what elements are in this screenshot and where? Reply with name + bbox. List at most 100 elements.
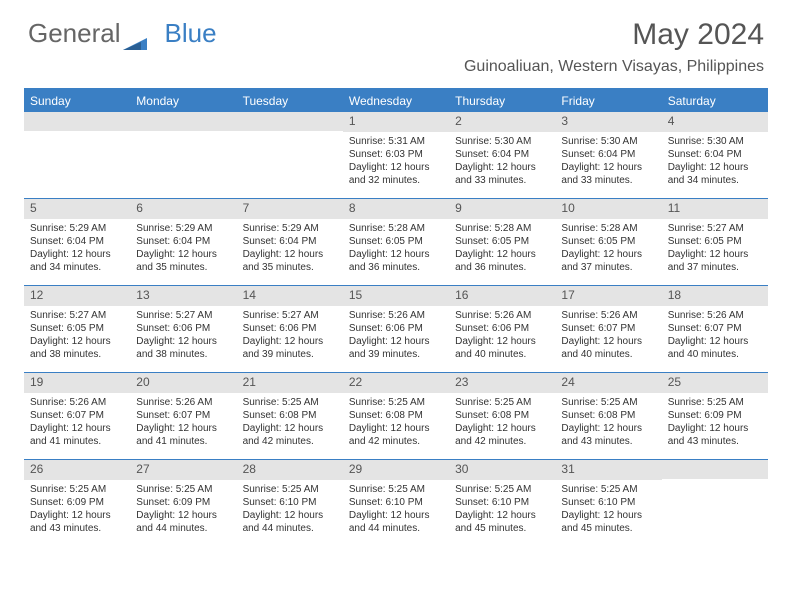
sunset-text: Sunset: 6:04 PM <box>136 235 230 248</box>
sunset-text: Sunset: 6:09 PM <box>30 496 124 509</box>
sunset-text: Sunset: 6:04 PM <box>668 148 762 161</box>
day-content: Sunrise: 5:26 AMSunset: 6:07 PMDaylight:… <box>555 306 661 364</box>
sunset-text: Sunset: 6:08 PM <box>243 409 337 422</box>
day-cell: 16Sunrise: 5:26 AMSunset: 6:06 PMDayligh… <box>449 286 555 372</box>
day-content: Sunrise: 5:25 AMSunset: 6:10 PMDaylight:… <box>555 480 661 538</box>
day-cell: 28Sunrise: 5:25 AMSunset: 6:10 PMDayligh… <box>237 460 343 546</box>
day-content: Sunrise: 5:30 AMSunset: 6:04 PMDaylight:… <box>662 132 768 190</box>
day-cell: 5Sunrise: 5:29 AMSunset: 6:04 PMDaylight… <box>24 199 130 285</box>
daylight-text: Daylight: 12 hours and 44 minutes. <box>349 509 443 535</box>
day-cell: 31Sunrise: 5:25 AMSunset: 6:10 PMDayligh… <box>555 460 661 546</box>
day-content: Sunrise: 5:29 AMSunset: 6:04 PMDaylight:… <box>24 219 130 277</box>
sunset-text: Sunset: 6:08 PM <box>455 409 549 422</box>
sunset-text: Sunset: 6:05 PM <box>561 235 655 248</box>
sunset-text: Sunset: 6:05 PM <box>30 322 124 335</box>
daylight-text: Daylight: 12 hours and 36 minutes. <box>349 248 443 274</box>
day-content: Sunrise: 5:25 AMSunset: 6:08 PMDaylight:… <box>343 393 449 451</box>
sunrise-text: Sunrise: 5:25 AM <box>455 483 549 496</box>
daylight-text: Daylight: 12 hours and 43 minutes. <box>561 422 655 448</box>
sunset-text: Sunset: 6:10 PM <box>243 496 337 509</box>
day-cell <box>237 112 343 198</box>
day-number: 19 <box>24 373 130 393</box>
sunrise-text: Sunrise: 5:29 AM <box>136 222 230 235</box>
empty-day-number <box>662 460 768 479</box>
daylight-text: Daylight: 12 hours and 42 minutes. <box>349 422 443 448</box>
day-cell: 27 Sunrise: 5:25 AMSunset: 6:09 PMDayligh… <box>130 460 236 546</box>
day-number: 12 <box>24 286 130 306</box>
day-number: 11 <box>662 199 768 219</box>
day-content: Sunrise: 5:28 AMSunset: 6:05 PMDaylight:… <box>555 219 661 277</box>
sunset-text: Sunset: 6:10 PM <box>455 496 549 509</box>
sunset-text: Sunset: 6:04 PM <box>561 148 655 161</box>
sunrise-text: Sunrise: 5:26 AM <box>561 309 655 322</box>
sunset-text: Sunset: 6:10 PM <box>349 496 443 509</box>
day-content: Sunrise: 5:25 AMSunset: 6:09 PMDaylight:… <box>662 393 768 451</box>
month-title: May 2024 <box>464 18 764 52</box>
day-cell <box>130 112 236 198</box>
day-content: Sunrise: 5:31 AMSunset: 6:03 PMDaylight:… <box>343 132 449 190</box>
sunset-text: Sunset: 6:06 PM <box>243 322 337 335</box>
daylight-text: Daylight: 12 hours and 36 minutes. <box>455 248 549 274</box>
sunrise-text: Sunrise: 5:26 AM <box>30 396 124 409</box>
sunrise-text: Sunrise: 5:29 AM <box>243 222 337 235</box>
sunrise-text: Sunrise: 5:27 AM <box>243 309 337 322</box>
day-content: Sunrise: 5:29 AMSunset: 6:04 PMDaylight:… <box>130 219 236 277</box>
daylight-text: Daylight: 12 hours and 41 minutes. <box>136 422 230 448</box>
day-cell: 20Sunrise: 5:26 AMSunset: 6:07 PMDayligh… <box>130 373 236 459</box>
day-content: Sunrise: 5:28 AMSunset: 6:05 PMDaylight:… <box>449 219 555 277</box>
daylight-text: Daylight: 12 hours and 44 minutes. <box>136 509 230 535</box>
day-number: 27 <box>130 460 236 480</box>
day-number: 22 <box>343 373 449 393</box>
day-content: Sunrise: 5:25 AMSunset: 6:09 PMDaylight:… <box>24 480 130 538</box>
daylight-text: Daylight: 12 hours and 35 minutes. <box>136 248 230 274</box>
day-number: 4 <box>662 112 768 132</box>
daylight-text: Daylight: 12 hours and 45 minutes. <box>455 509 549 535</box>
sunrise-text: Sunrise: 5:25 AM <box>243 396 337 409</box>
sunset-text: Sunset: 6:07 PM <box>30 409 124 422</box>
sunrise-text: Sunrise: 5:30 AM <box>455 135 549 148</box>
weekday-header: Thursday <box>449 90 555 112</box>
day-cell: 17Sunrise: 5:26 AMSunset: 6:07 PMDayligh… <box>555 286 661 372</box>
day-number: 14 <box>237 286 343 306</box>
sunset-text: Sunset: 6:04 PM <box>455 148 549 161</box>
day-content: Sunrise: 5:25 AMSunset: 6:10 PMDaylight:… <box>343 480 449 538</box>
day-cell: 8Sunrise: 5:28 AMSunset: 6:05 PMDaylight… <box>343 199 449 285</box>
sunrise-text: Sunrise: 5:25 AM <box>30 483 124 496</box>
day-number: 20 <box>130 373 236 393</box>
day-cell: 4Sunrise: 5:30 AMSunset: 6:04 PMDaylight… <box>662 112 768 198</box>
day-cell: 6Sunrise: 5:29 AMSunset: 6:04 PMDaylight… <box>130 199 236 285</box>
sunset-text: Sunset: 6:09 PM <box>136 496 230 509</box>
day-content: Sunrise: 5:27 AMSunset: 6:05 PMDaylight:… <box>662 219 768 277</box>
day-cell: 19Sunrise: 5:26 AMSunset: 6:07 PMDayligh… <box>24 373 130 459</box>
sunrise-text: Sunrise: 5:26 AM <box>455 309 549 322</box>
calendar: SundayMondayTuesdayWednesdayThursdayFrid… <box>24 88 768 546</box>
week-row: 5Sunrise: 5:29 AMSunset: 6:04 PMDaylight… <box>24 198 768 285</box>
day-content: Sunrise: 5:25 AMSunset: 6:08 PMDaylight:… <box>555 393 661 451</box>
day-number: 2 <box>449 112 555 132</box>
sunrise-text: Sunrise: 5:28 AM <box>455 222 549 235</box>
sunset-text: Sunset: 6:07 PM <box>668 322 762 335</box>
weekday-header: Wednesday <box>343 90 449 112</box>
day-content: Sunrise: 5:25 AMSunset: 6:10 PMDaylight:… <box>449 480 555 538</box>
daylight-text: Daylight: 12 hours and 39 minutes. <box>243 335 337 361</box>
sunset-text: Sunset: 6:06 PM <box>136 322 230 335</box>
sunrise-text: Sunrise: 5:30 AM <box>668 135 762 148</box>
weekday-header: Tuesday <box>237 90 343 112</box>
sunset-text: Sunset: 6:08 PM <box>349 409 443 422</box>
weekday-header: Sunday <box>24 90 130 112</box>
week-row: 19 Sunrise: 5:26 AMSunset: 6:07 PM Dayligh… <box>24 372 768 459</box>
sunrise-text: Sunrise: 5:25 AM <box>455 396 549 409</box>
day-number: 3 <box>555 112 661 132</box>
weekday-header: Friday <box>555 90 661 112</box>
day-cell: 30Sunrise: 5:25 AMSunset: 6:10 PMDayligh… <box>449 460 555 546</box>
day-content: Sunrise: 5:27 AMSunset: 6:06 PMDaylight:… <box>237 306 343 364</box>
day-cell: 12Sunrise: 5:27 AMSunset: 6:05 PMDayligh… <box>24 286 130 372</box>
sunrise-text: Sunrise: 5:25 AM <box>136 483 230 496</box>
day-content: Sunrise: 5:28 AMSunset: 6:05 PMDaylight:… <box>343 219 449 277</box>
day-content: Sunrise: 5:25 AMSunset: 6:08 PMDaylight:… <box>449 393 555 451</box>
day-content: Sunrise: 5:30 AMSunset: 6:04 PMDaylight:… <box>449 132 555 190</box>
day-number: 26 <box>24 460 130 480</box>
day-number: 9 <box>449 199 555 219</box>
day-cell: 18Sunrise: 5:26 AMSunset: 6:07 PMDayligh… <box>662 286 768 372</box>
location-text: Guinoaliuan, Western Visayas, Philippine… <box>464 58 764 76</box>
